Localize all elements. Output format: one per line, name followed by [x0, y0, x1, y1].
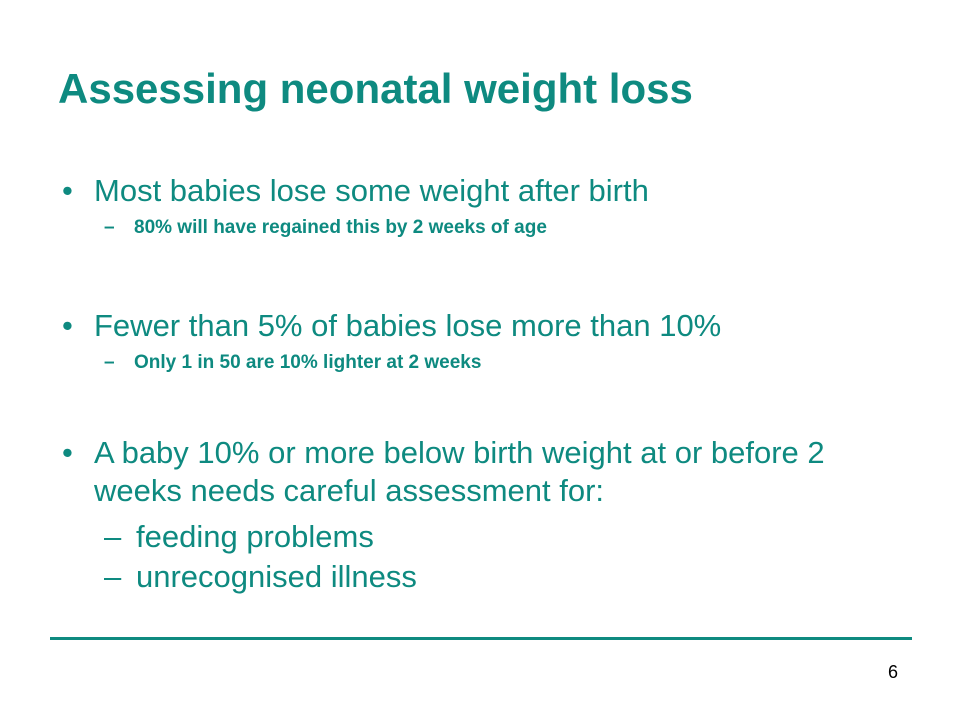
dash-icon: – [104, 519, 122, 554]
bullet-main-line: • A baby 10% or more below birth weight … [62, 434, 902, 510]
bullet-text: A baby 10% or more below birth weight at… [94, 435, 825, 508]
dash-icon: – [104, 217, 115, 238]
sub-bullet-text: Only 1 in 50 are 10% lighter at 2 weeks [134, 352, 482, 373]
bullet-text: Most babies lose some weight after birth [94, 173, 649, 208]
sub-bullet: – unrecognised illness [104, 558, 902, 596]
bullet-main-line: • Most babies lose some weight after bir… [62, 172, 902, 210]
sub-bullet: – 80% will have regained this by 2 weeks… [104, 214, 902, 242]
footer-divider [50, 637, 912, 640]
page-number: 6 [887, 662, 898, 682]
sub-bullet-text: unrecognised illness [136, 559, 417, 594]
bullet-main-line: • Fewer than 5% of babies lose more than… [62, 307, 902, 345]
sub-bullet-text: feeding problems [136, 519, 374, 554]
dash-icon: – [104, 559, 122, 594]
bullet-item: • Most babies lose some weight after bir… [62, 172, 902, 242]
bullet-item: • A baby 10% or more below birth weight … [62, 434, 902, 596]
bullet-item: • Fewer than 5% of babies lose more than… [62, 307, 902, 377]
sub-bullet: – Only 1 in 50 are 10% lighter at 2 week… [104, 349, 902, 377]
sub-bullet: – feeding problems [104, 518, 902, 556]
sub-bullet-text: 80% will have regained this by 2 weeks o… [134, 217, 547, 238]
bullet-dot-icon: • [62, 173, 73, 208]
bullet-dot-icon: • [62, 435, 73, 470]
dash-icon: – [104, 352, 115, 373]
slide-title: Assessing neonatal weight loss [58, 65, 693, 112]
bullet-dot-icon: • [62, 308, 73, 343]
bullet-text: Fewer than 5% of babies lose more than 1… [94, 308, 722, 343]
